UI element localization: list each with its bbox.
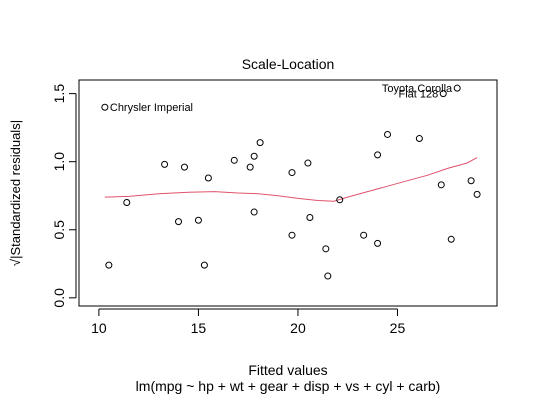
data-point bbox=[101, 103, 109, 111]
y-tick-label: 0.5 bbox=[51, 220, 67, 240]
x-tick-label: 25 bbox=[390, 320, 406, 336]
data-point bbox=[200, 261, 208, 269]
data-point bbox=[473, 190, 481, 198]
points-group bbox=[101, 84, 481, 280]
data-point bbox=[336, 196, 344, 204]
data-point bbox=[374, 239, 382, 247]
data-point bbox=[304, 159, 312, 167]
point-annotation: Fiat 128 bbox=[399, 89, 439, 101]
data-point bbox=[204, 174, 212, 182]
data-point bbox=[415, 135, 423, 143]
data-point bbox=[360, 231, 368, 239]
data-point bbox=[288, 231, 296, 239]
data-point bbox=[175, 218, 183, 226]
x-axis-label: Fitted values bbox=[248, 362, 327, 378]
plot-frame bbox=[78, 79, 498, 307]
y-axis: 0.0 0.5 1.0 1.5 bbox=[51, 84, 77, 308]
smooth-line bbox=[104, 157, 478, 202]
x-axis: 10 15 20 25 bbox=[91, 308, 406, 336]
data-point bbox=[306, 214, 314, 222]
x-tick-label: 15 bbox=[191, 320, 207, 336]
data-point bbox=[180, 163, 188, 171]
data-point bbox=[250, 152, 258, 160]
x-tick-label: 10 bbox=[91, 320, 107, 336]
data-point bbox=[161, 160, 169, 168]
y-tick-label: 1.5 bbox=[51, 84, 67, 104]
data-point bbox=[230, 156, 238, 164]
smooth-line-group bbox=[104, 157, 478, 202]
data-point bbox=[105, 261, 113, 269]
data-point bbox=[256, 139, 264, 147]
data-point bbox=[384, 130, 392, 138]
data-point bbox=[194, 216, 202, 224]
y-tick-label: 1.0 bbox=[51, 152, 67, 172]
data-point bbox=[447, 235, 455, 243]
data-point bbox=[246, 163, 254, 171]
data-point bbox=[467, 177, 475, 185]
data-point bbox=[123, 199, 131, 207]
y-tick-label: 0.0 bbox=[51, 288, 67, 308]
model-formula-subtitle: lm(mpg ~ hp + wt + gear + disp + vs + cy… bbox=[136, 378, 441, 394]
point-annotation: Toyota Corolla bbox=[382, 83, 453, 95]
data-point bbox=[288, 169, 296, 177]
chart-title: Scale-Location bbox=[242, 56, 335, 72]
data-point bbox=[322, 245, 330, 253]
data-point bbox=[453, 84, 461, 92]
y-axis-label: √|Standardized residuals| bbox=[8, 120, 23, 266]
data-point bbox=[324, 272, 332, 280]
data-point bbox=[374, 151, 382, 159]
data-point bbox=[437, 181, 445, 189]
data-point bbox=[250, 208, 258, 216]
point-annotation: Chrysler Imperial bbox=[110, 102, 193, 114]
x-tick-label: 20 bbox=[290, 320, 306, 336]
data-point bbox=[439, 90, 447, 98]
